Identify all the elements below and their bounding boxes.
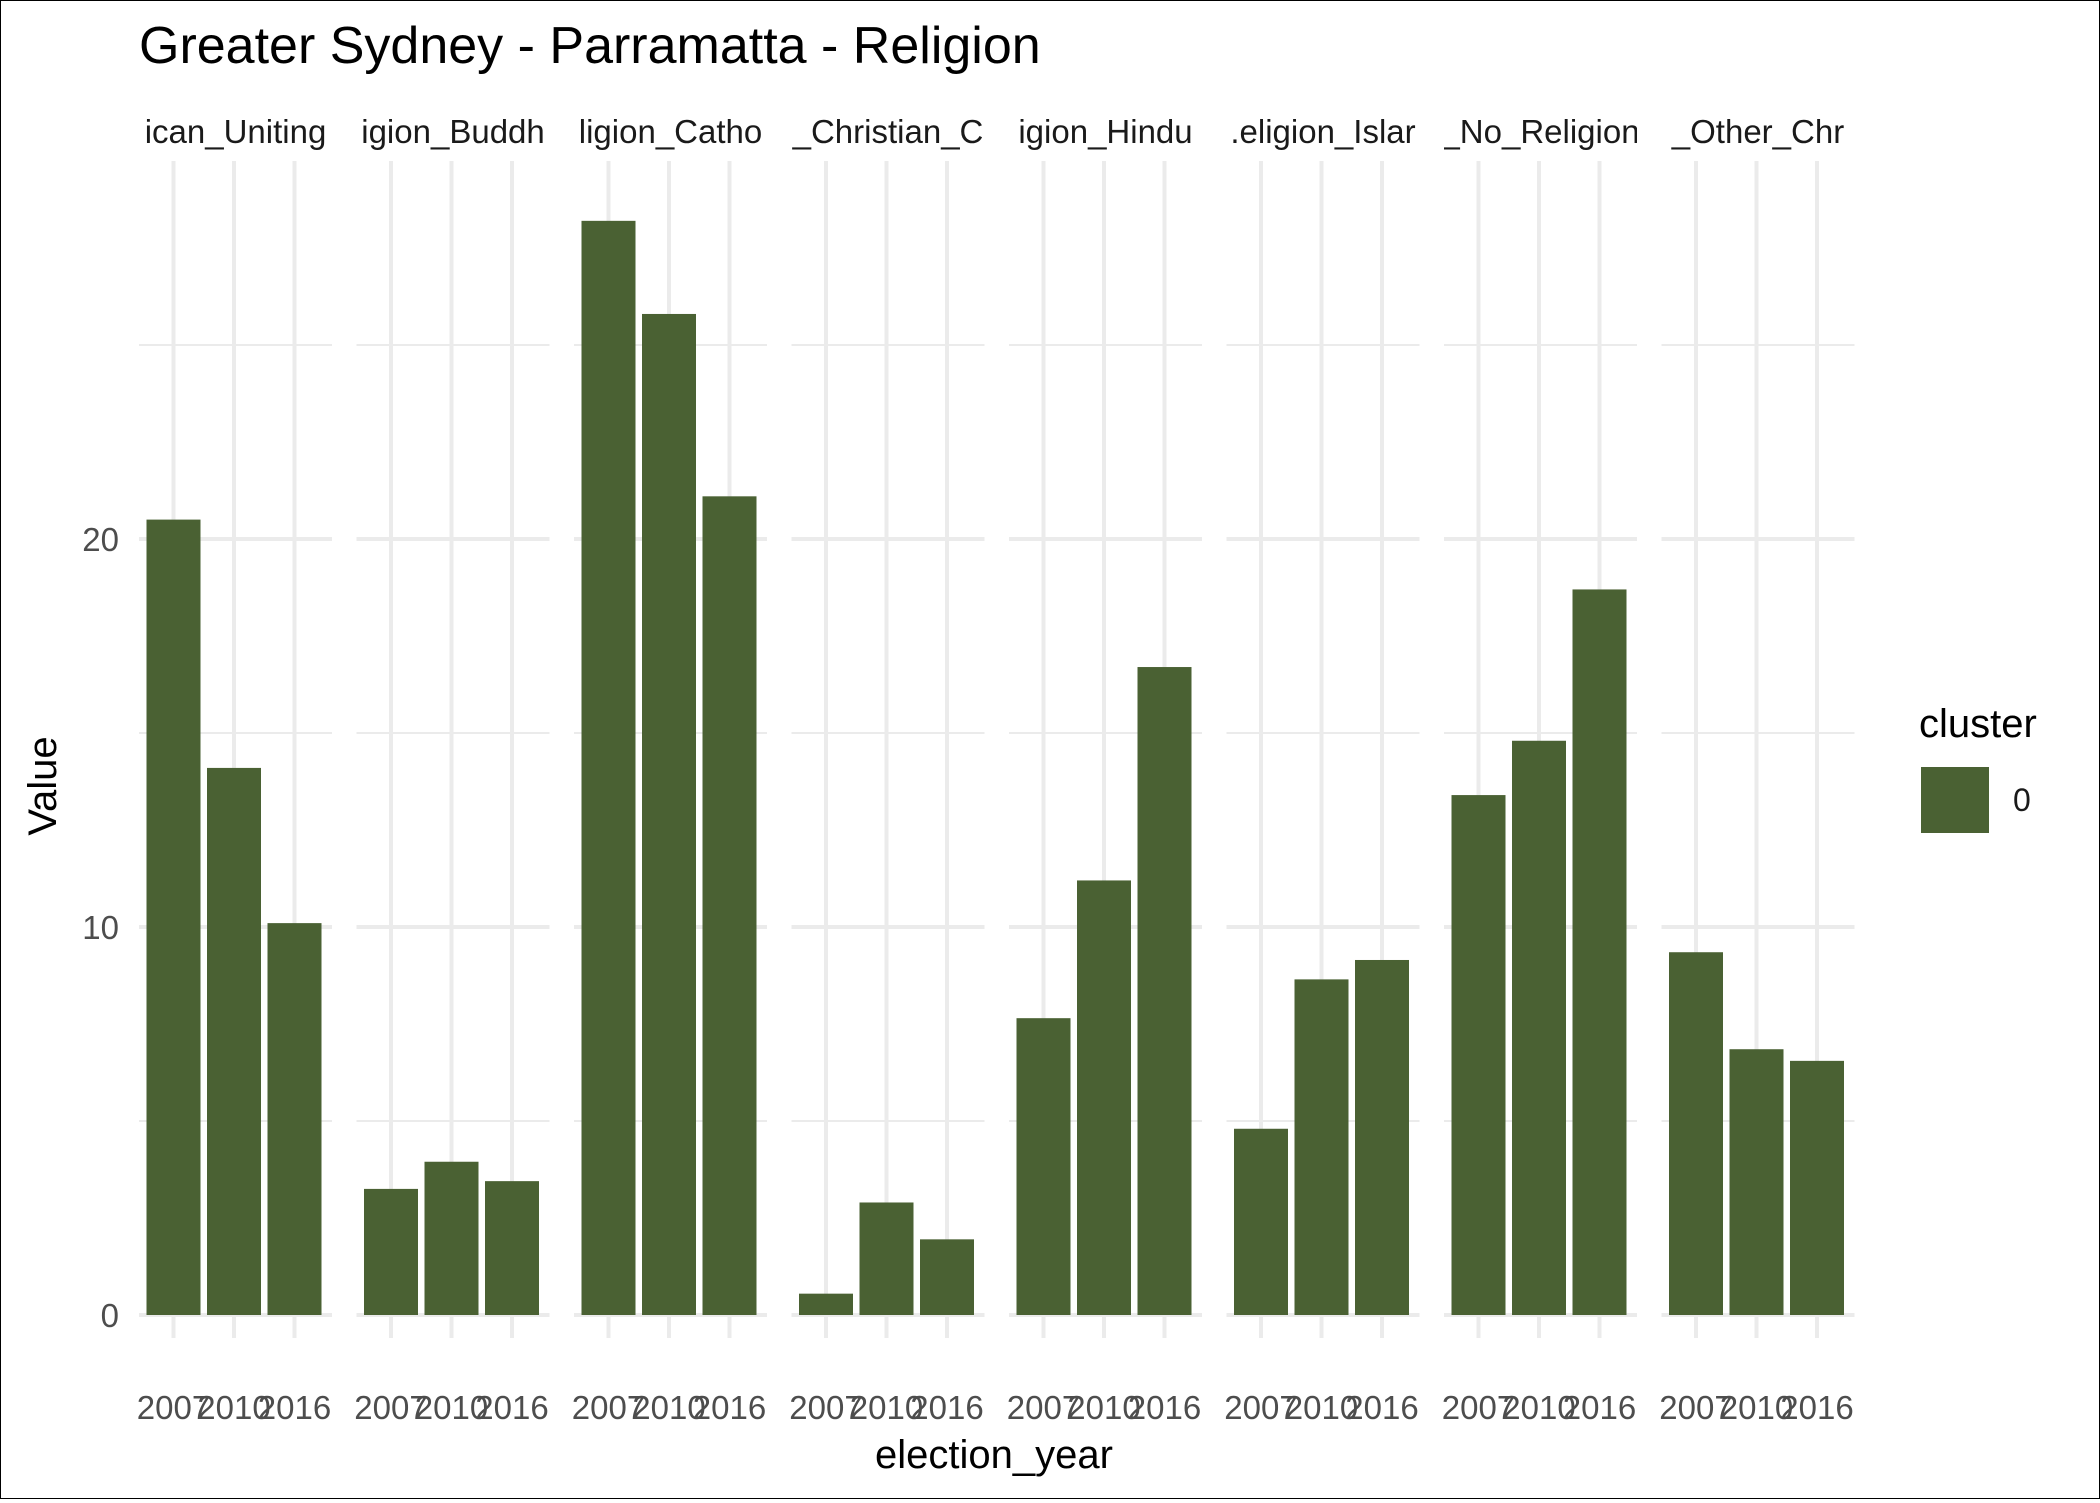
facet-strip-label: .eligion_Islar bbox=[1230, 113, 1415, 150]
y-tick-labels: 0 10 20 bbox=[82, 521, 119, 1334]
bar-igion_Hindu-2007 bbox=[1016, 1018, 1071, 1315]
facet-strip-label: _Other_Chr bbox=[1671, 113, 1844, 150]
facet-strip-label: igion_Hindu bbox=[1018, 113, 1192, 150]
x-tick-label: 2010 bbox=[415, 1389, 488, 1426]
bar-ican_Uniting-2007 bbox=[146, 519, 201, 1315]
bar-ligion_Catho-2010 bbox=[642, 313, 696, 1316]
bar-igion_Hindu-2010 bbox=[1077, 880, 1131, 1315]
bar-_No_Religion-2007 bbox=[1451, 795, 1506, 1315]
bar-ican_Uniting-2010 bbox=[207, 767, 261, 1315]
x-tick-label: 2010 bbox=[197, 1389, 270, 1426]
x-tick-label: 2016 bbox=[693, 1389, 766, 1426]
x-tick-label: 2007 bbox=[1224, 1389, 1297, 1426]
legend-label: 0 bbox=[2013, 782, 2031, 818]
x-tick-label: 2016 bbox=[258, 1389, 331, 1426]
x-tick-label: 2010 bbox=[1502, 1389, 1575, 1426]
facet-strip-label: ican_Uniting bbox=[145, 113, 327, 150]
x-tick-label: 2016 bbox=[1128, 1389, 1201, 1426]
facet-strip-labels: ican_Uniting igion_Buddh ligion_Catho _Chri… bbox=[145, 113, 1845, 150]
x-tick-label: 2016 bbox=[1345, 1389, 1418, 1426]
legend-key-swatch bbox=[1921, 767, 1989, 833]
bar-_Other_Chr-2010 bbox=[1729, 1049, 1784, 1315]
x-tick-label: 2010 bbox=[632, 1389, 705, 1426]
x-tick-label: 2007 bbox=[1659, 1389, 1732, 1426]
x-tick-label: 2010 bbox=[850, 1389, 923, 1426]
bar-_Christian_C-2016 bbox=[920, 1239, 974, 1315]
bar-_Other_Chr-2007 bbox=[1669, 952, 1723, 1315]
bar-ligion_Catho-2007 bbox=[581, 220, 636, 1316]
x-tick-label: 2010 bbox=[1285, 1389, 1358, 1426]
chart-title: Greater Sydney - Parramatta - Religion bbox=[139, 17, 1041, 75]
bar-ligion_Catho-2016 bbox=[702, 496, 757, 1315]
facet-strip-label: igion_Buddh bbox=[361, 113, 545, 150]
bar-igion_Buddh-2016 bbox=[485, 1181, 539, 1315]
bar-_Christian_C-2010 bbox=[859, 1202, 914, 1315]
bar-igion_Buddh-2007 bbox=[364, 1188, 418, 1315]
y-tick-label: 0 bbox=[101, 1297, 119, 1334]
x-axis-title: election_year bbox=[875, 1433, 1113, 1477]
x-tick-label: 2007 bbox=[1007, 1389, 1080, 1426]
x-tick-label: 2016 bbox=[910, 1389, 983, 1426]
bars bbox=[146, 220, 1844, 1316]
facet-strip-label: _No_Religion bbox=[1440, 113, 1639, 150]
bar-ican_Uniting-2016 bbox=[267, 923, 322, 1315]
x-tick-label: 2010 bbox=[1067, 1389, 1140, 1426]
x-tick-label: 2007 bbox=[1442, 1389, 1515, 1426]
x-tick-label: 2007 bbox=[789, 1389, 862, 1426]
x-tick-label: 2016 bbox=[475, 1389, 548, 1426]
bar-.eligion_Islar-2007 bbox=[1234, 1128, 1288, 1315]
bar-.eligion_Islar-2016 bbox=[1355, 959, 1409, 1315]
facet-strip-label: ligion_Catho bbox=[579, 113, 762, 150]
bar-_Other_Chr-2016 bbox=[1790, 1060, 1844, 1315]
x-tick-label: 2016 bbox=[1780, 1389, 1853, 1426]
y-axis-title: Value bbox=[21, 736, 65, 835]
bar-.eligion_Islar-2010 bbox=[1294, 979, 1349, 1315]
y-tick-label: 10 bbox=[82, 909, 119, 946]
facet-strip-label: _Christian_C bbox=[792, 113, 984, 150]
bar-igion_Buddh-2010 bbox=[424, 1161, 479, 1315]
y-tick-label: 20 bbox=[82, 521, 119, 558]
x-tick-label: 2016 bbox=[1563, 1389, 1636, 1426]
bar-_No_Religion-2016 bbox=[1572, 589, 1627, 1315]
legend-title: cluster bbox=[1919, 702, 2037, 746]
x-tick-label: 2007 bbox=[137, 1389, 210, 1426]
bar-igion_Hindu-2016 bbox=[1137, 667, 1192, 1315]
legend: cluster 0 bbox=[1919, 702, 2037, 833]
x-tick-label: 2010 bbox=[1720, 1389, 1793, 1426]
bar-_No_Religion-2010 bbox=[1512, 740, 1566, 1315]
x-tick-label: 2007 bbox=[572, 1389, 645, 1426]
bar-_Christian_C-2007 bbox=[799, 1293, 853, 1315]
x-tick-label: 2007 bbox=[354, 1389, 427, 1426]
